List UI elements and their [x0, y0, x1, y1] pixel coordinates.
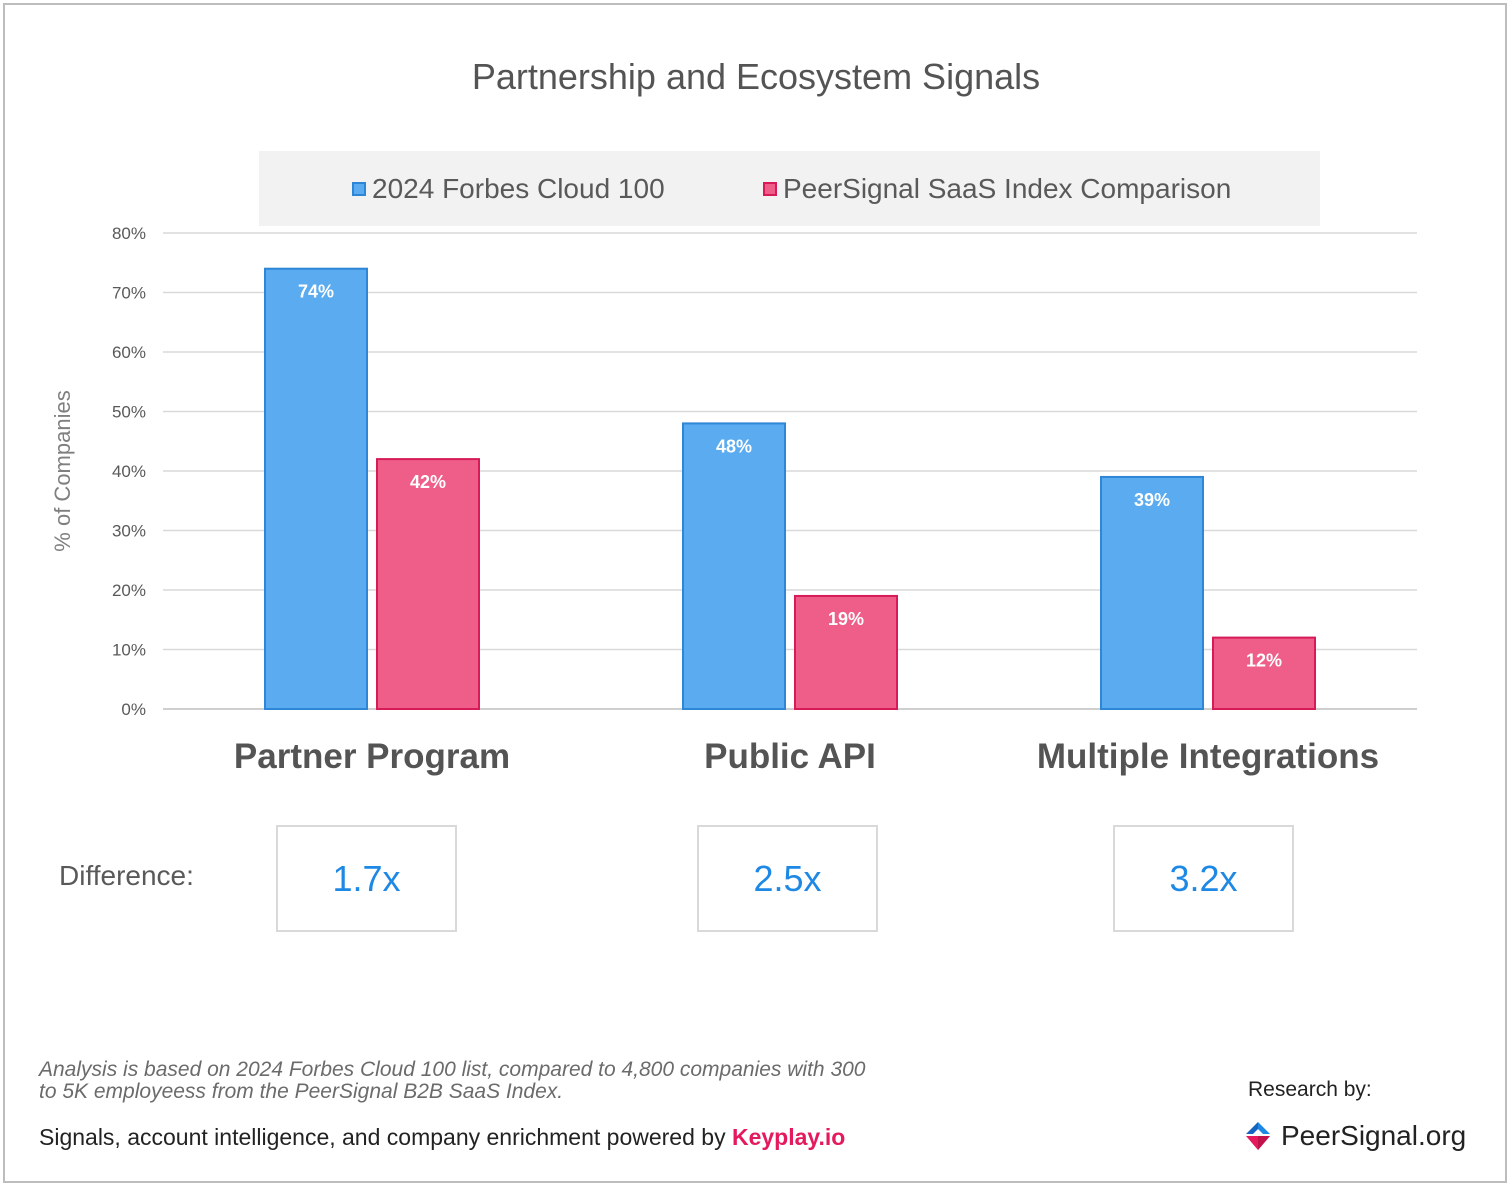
- powered-by-text: Signals, account intelligence, and compa…: [39, 1124, 732, 1150]
- footnote-line-1: Analysis is based on 2024 Forbes Cloud 1…: [39, 1058, 866, 1081]
- y-tick-label: 30%: [112, 522, 146, 541]
- bar-chart: 0% 10% 20% 30% 40% 50% 60% 70% 80% % of Companies…: [50, 224, 1417, 776]
- y-tick-label: 10%: [112, 641, 146, 660]
- bar: [794, 594, 898, 711]
- peersignal-brand[interactable]: PeerSignal.org: [1243, 1120, 1466, 1152]
- powered-by: Signals, account intelligence, and compa…: [39, 1124, 845, 1151]
- data-label: 19%: [828, 609, 864, 629]
- bar: [264, 267, 368, 710]
- y-tick-label: 50%: [112, 403, 146, 422]
- data-label: 12%: [1246, 651, 1282, 671]
- y-tick-label: 20%: [112, 581, 146, 600]
- y-tick-label: 0%: [121, 700, 146, 719]
- legend-label-peersignal: PeerSignal SaaS Index Comparison: [783, 173, 1232, 204]
- legend-swatch-forbes: [352, 182, 366, 196]
- y-tick-label: 60%: [112, 343, 146, 362]
- y-tick-label: 80%: [112, 224, 146, 243]
- difference-label: Difference:: [59, 860, 194, 891]
- legend-item-forbes: 2024 Forbes Cloud 100: [352, 173, 665, 205]
- bar: [376, 458, 480, 710]
- difference-box-public-api: 2.5x: [697, 825, 878, 932]
- bar: [1100, 475, 1204, 711]
- x-category-label: Partner Program: [234, 737, 510, 776]
- footnote: Analysis is based on 2024 Forbes Cloud 1…: [39, 1059, 939, 1103]
- research-by-label: Research by:: [1248, 1078, 1372, 1101]
- footnote-line-2: to 5K employeess from the PeerSignal B2B…: [39, 1080, 564, 1103]
- legend-swatch-peersignal: [763, 182, 777, 196]
- chart-title: Partnership and Ecosystem Signals: [471, 56, 1041, 97]
- y-tick-label: 70%: [112, 284, 146, 303]
- keyplay-link[interactable]: Keyplay.io: [731, 1124, 846, 1150]
- legend: 2024 Forbes Cloud 100 PeerSignal SaaS In…: [259, 151, 1320, 226]
- data-label: 74%: [298, 282, 334, 302]
- bar: [1212, 636, 1316, 710]
- bar: [682, 422, 786, 710]
- data-label: 39%: [1134, 490, 1170, 510]
- y-axis-label: % of Companies: [50, 390, 75, 551]
- x-category-label: Multiple Integrations: [1037, 737, 1379, 776]
- x-category-label: Public API: [704, 737, 876, 776]
- difference-box-partner-program: 1.7x: [276, 825, 457, 932]
- legend-label-forbes: 2024 Forbes Cloud 100: [372, 173, 665, 204]
- data-label: 48%: [716, 436, 752, 456]
- peersignal-logo-icon: [1246, 1122, 1270, 1150]
- y-tick-label: 40%: [112, 462, 146, 481]
- difference-box-multiple-integrations: 3.2x: [1113, 825, 1294, 932]
- peersignal-text: PeerSignal.org: [1281, 1120, 1467, 1151]
- legend-item-peersignal: PeerSignal SaaS Index Comparison: [763, 173, 1231, 205]
- data-label: 42%: [410, 472, 446, 492]
